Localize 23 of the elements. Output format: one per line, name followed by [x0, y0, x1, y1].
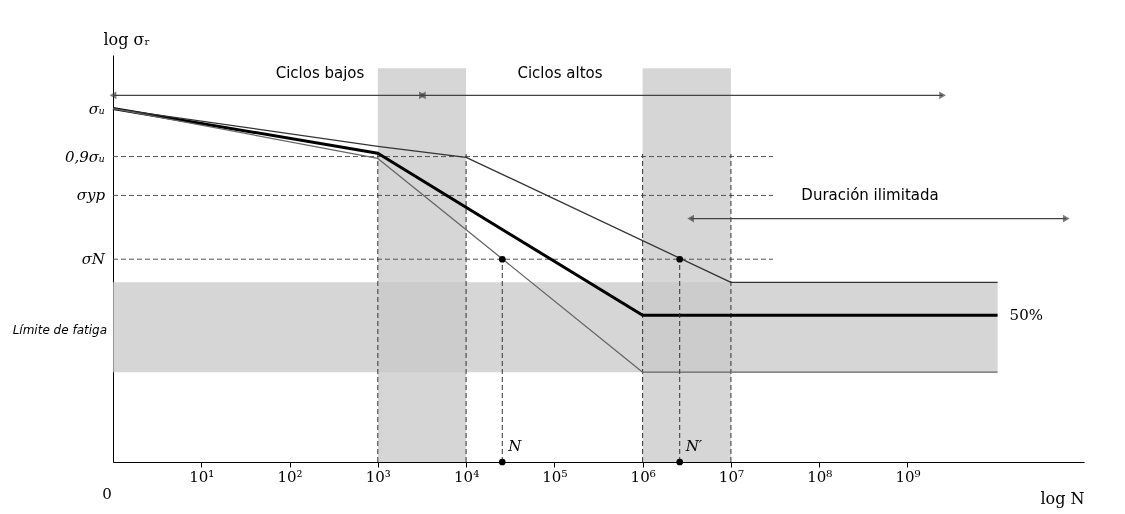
x-tick-label: 10⁴ — [454, 467, 480, 486]
ref-line-label: σN — [81, 250, 106, 269]
x-tick-label: 10⁵ — [542, 467, 568, 486]
annotation: σᵤ — [88, 99, 105, 118]
x-tick-label: 10⁹ — [895, 467, 921, 486]
x-axis-title: log N — [1040, 488, 1085, 508]
annotation: 50% — [1009, 306, 1043, 325]
text: Ciclos bajos — [275, 64, 365, 82]
x-tick-label: 10³ — [365, 467, 391, 486]
text: 0 — [102, 485, 112, 503]
x-tick-label: 10⁶ — [630, 467, 656, 486]
x-tick-label: 10⁷ — [718, 467, 744, 486]
text: Ciclos altos — [517, 64, 603, 82]
ref-line-label: 0,9σᵤ — [64, 147, 106, 166]
ref-line-label: σyp — [76, 186, 106, 205]
y-axis-title: log σᵣ — [103, 29, 151, 49]
x-tick-label: 10⁸ — [807, 467, 833, 486]
x-tick-label: 10¹ — [189, 467, 215, 486]
text: Límite de fatiga — [12, 323, 107, 337]
x-tick-label: 10² — [277, 467, 303, 486]
annotation: N — [507, 437, 523, 455]
annotation: Duración ilimitada — [801, 186, 939, 204]
annotation: N′ — [684, 437, 703, 455]
